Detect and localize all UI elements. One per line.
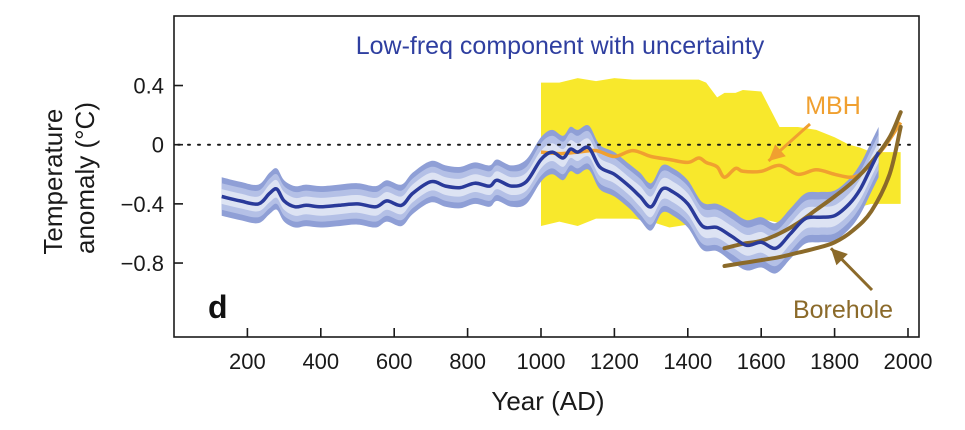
x-tick-label-400: 400 — [302, 349, 339, 374]
x-tick-label-2000: 2000 — [884, 349, 933, 374]
x-tick-label-1600: 1600 — [737, 349, 786, 374]
x-tick-label-1200: 1200 — [590, 349, 639, 374]
y-axis-title: Temperature anomaly (°C) — [38, 101, 100, 254]
x-tick-label-200: 200 — [229, 349, 266, 374]
y-axis-title-line-1: Temperature — [38, 109, 68, 255]
panel-label: d — [208, 289, 228, 325]
x-tick-label-600: 600 — [376, 349, 413, 374]
axis-ticks-layer: 200 400 600 800 1000 1200 1400 1600 1800 2000 0.4 0… — [121, 74, 933, 374]
y-tick-label-0: 0.4 — [133, 74, 164, 99]
borehole-series-line-2 — [722, 124, 903, 268]
mbh-annotation-label: MBH — [805, 92, 861, 120]
chart-title: Low-freq component with uncertainty — [356, 32, 765, 60]
x-axis-title: Year (AD) — [491, 386, 604, 416]
y-axis-title-line-2: anomaly (°C) — [70, 102, 100, 254]
x-tick-label-800: 800 — [449, 349, 486, 374]
x-tick-label-1800: 1800 — [810, 349, 859, 374]
y-tick-label-3: −0.8 — [121, 251, 164, 276]
borehole-arrow-head — [830, 248, 848, 266]
y-tick-label-1: 0 — [152, 133, 164, 158]
borehole-annotation-label: Borehole — [793, 296, 893, 324]
x-tick-label-1400: 1400 — [663, 349, 712, 374]
series-lines-layer — [221, 110, 903, 268]
y-tick-label-2: −0.4 — [121, 192, 164, 217]
low-freq-series-line — [221, 145, 881, 251]
plot-frame — [173, 15, 920, 338]
annotation-arrows-layer — [767, 122, 874, 292]
x-tick-label-1000: 1000 — [517, 349, 566, 374]
mbh-series-line — [540, 121, 903, 179]
mbh-arrow-head — [768, 144, 786, 161]
